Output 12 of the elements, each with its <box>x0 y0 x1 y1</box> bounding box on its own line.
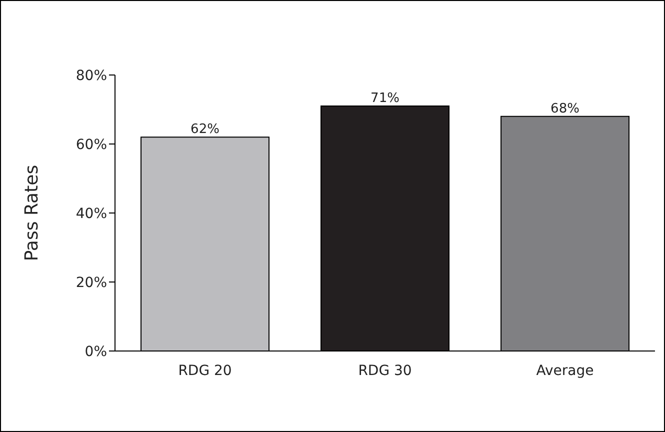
data-label: 68% <box>550 101 580 116</box>
y-tick-label: 60% <box>76 136 107 153</box>
data-label: 71% <box>370 91 400 106</box>
y-tick-label: 40% <box>76 206 107 222</box>
x-tick-label: RDG 30 <box>358 362 412 379</box>
y-axis-title: Pass Rates <box>21 164 42 262</box>
x-tick-label: RDG 20 <box>178 362 232 379</box>
y-tick-label: 20% <box>76 274 107 291</box>
data-label: 62% <box>190 122 220 138</box>
x-tick-label: Average <box>536 362 594 379</box>
y-tick-label: 0% <box>84 344 107 360</box>
y-tick-label: 80% <box>76 68 107 84</box>
